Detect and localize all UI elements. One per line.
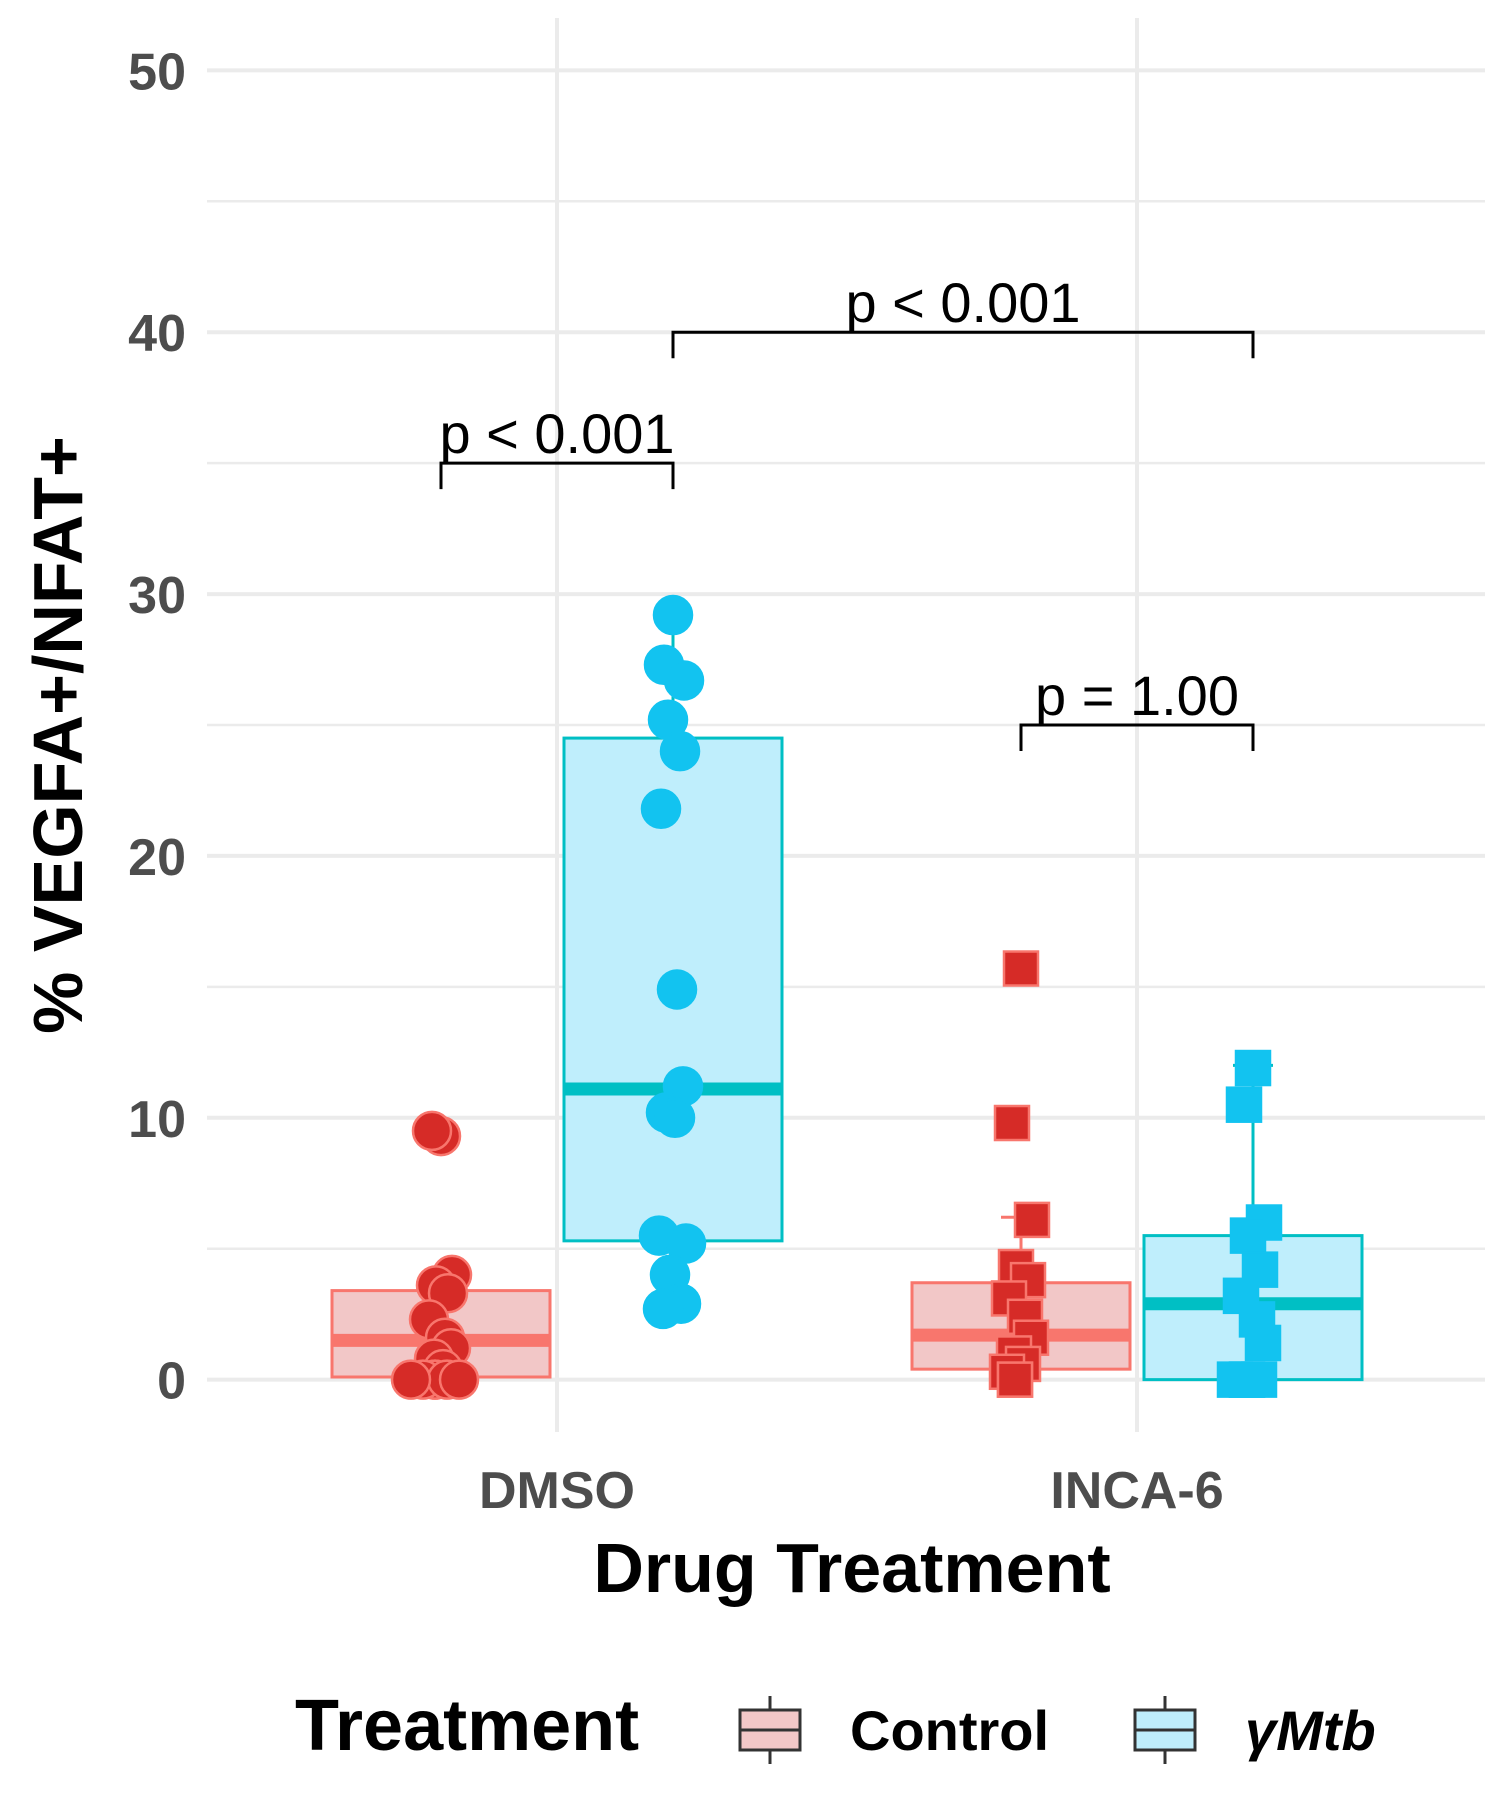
legend-title: Treatment <box>295 1686 639 1766</box>
data-point <box>1013 1201 1051 1239</box>
data-point <box>993 1104 1031 1142</box>
data-point <box>652 594 694 636</box>
y-axis-tick-labels: 0 10 20 30 40 50 <box>128 43 186 1410</box>
data-point <box>996 1361 1034 1398</box>
y-tick-label: 0 <box>157 1353 186 1411</box>
data-point <box>1229 1217 1267 1254</box>
legend-label-control: Control <box>850 1699 1049 1762</box>
data-point <box>1234 1049 1272 1087</box>
data-points <box>390 594 1283 1400</box>
data-point <box>390 1359 432 1400</box>
data-point <box>1002 950 1040 987</box>
data-point <box>654 1097 696 1139</box>
data-point <box>640 788 682 830</box>
data-point <box>665 1223 707 1264</box>
data-point <box>1244 1324 1282 1362</box>
significance-bracket: p = 1.00 <box>1019 664 1255 751</box>
data-point <box>411 1110 453 1152</box>
y-tick-label: 30 <box>128 567 186 625</box>
legend-key-mtb <box>1133 1696 1197 1764</box>
data-point <box>656 969 698 1010</box>
data-point <box>663 660 705 701</box>
y-tick-label: 50 <box>128 43 186 101</box>
x-axis-title: Drug Treatment <box>593 1529 1110 1607</box>
grid-lines <box>207 18 1485 1432</box>
p-value-label: p = 1.00 <box>1035 664 1239 727</box>
significance-bracket: p < 0.001 <box>671 271 1255 359</box>
legend-key-control <box>738 1696 802 1764</box>
y-tick-label: 10 <box>128 1091 186 1149</box>
x-axis-tick-labels: DMSO INCA-6 <box>479 1462 1224 1520</box>
y-axis-title: % VEGFA+/NFAT+ <box>19 436 97 1034</box>
bracket-line <box>1019 723 1255 751</box>
data-point <box>1225 1086 1263 1123</box>
y-tick-label: 40 <box>128 305 186 363</box>
x-tick-label: INCA-6 <box>1050 1462 1223 1520</box>
boxes <box>330 613 1364 1382</box>
p-value-label: p < 0.001 <box>845 271 1080 334</box>
significance-bracket: p < 0.001 <box>439 402 675 490</box>
legend-label-mtb: γMtb <box>1245 1699 1376 1762</box>
data-point <box>642 1288 684 1330</box>
data-point <box>1240 1361 1278 1398</box>
data-point <box>438 1359 480 1400</box>
y-tick-label: 20 <box>128 829 186 887</box>
x-tick-label: DMSO <box>479 1462 635 1520</box>
legend: Treatment Control γMtb <box>295 1686 1376 1766</box>
p-value-label: p < 0.001 <box>439 402 674 465</box>
data-point <box>659 730 701 772</box>
significance-annotations: p < 0.001 p < 0.001 p = 1.00 <box>439 271 1255 751</box>
bracket-line <box>671 330 1255 359</box>
bracket-line <box>439 461 675 490</box>
